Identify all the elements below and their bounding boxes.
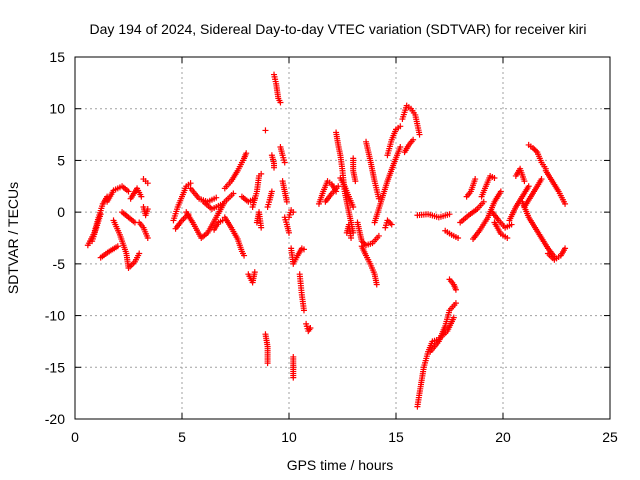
data-point <box>373 281 380 288</box>
x-tick-label: 0 <box>71 429 79 445</box>
data-point <box>504 235 511 241</box>
y-tick-label: -20 <box>45 411 65 427</box>
data-point <box>262 127 269 134</box>
data-point <box>307 324 314 331</box>
data-point <box>562 200 569 207</box>
data-point <box>452 300 459 307</box>
data-point <box>480 198 487 205</box>
data-point <box>472 176 479 183</box>
y-tick-label: 5 <box>57 152 65 168</box>
data-point <box>290 374 297 381</box>
data-point <box>144 206 151 213</box>
data-point <box>350 203 357 210</box>
data-point <box>397 143 404 150</box>
y-tick-label: -10 <box>45 308 65 324</box>
y-tick-label: 10 <box>49 101 65 117</box>
y-tick-label: -15 <box>45 359 65 375</box>
data-point <box>219 200 226 207</box>
data-point <box>375 195 382 202</box>
data-point <box>258 224 265 231</box>
data-point <box>335 183 342 190</box>
data-point <box>538 176 545 183</box>
y-axis: -20 -15 -10 -5 0 5 10 15 <box>45 49 610 427</box>
data-point <box>450 314 457 321</box>
data-point <box>251 269 258 276</box>
y-tick-label: 15 <box>49 49 65 65</box>
data-point <box>452 286 459 293</box>
data-point <box>187 180 194 187</box>
data-point <box>300 246 307 253</box>
data-point <box>531 146 538 153</box>
data-point <box>271 164 278 171</box>
data-point <box>300 307 307 314</box>
data-point <box>281 159 288 166</box>
data-point <box>144 235 151 241</box>
x-tick-label: 20 <box>495 429 511 445</box>
data-point <box>230 190 237 197</box>
data-point <box>416 131 423 138</box>
data-point <box>497 188 504 195</box>
data-point <box>125 188 132 195</box>
data-point <box>491 175 498 182</box>
data-point <box>521 178 528 185</box>
data-point <box>388 221 395 228</box>
data-point <box>243 150 250 157</box>
data-point <box>508 221 515 228</box>
data-point <box>525 183 532 190</box>
data-point <box>114 243 121 250</box>
data-point <box>138 193 145 200</box>
x-axis: 0 5 10 15 20 25 <box>71 57 618 445</box>
grid-lines <box>75 57 610 419</box>
y-tick-label: -5 <box>53 256 66 272</box>
data-point <box>258 170 265 177</box>
x-tick-label: 15 <box>388 429 404 445</box>
y-tick-label: 0 <box>57 204 65 220</box>
data-point <box>348 235 355 241</box>
x-tick-label: 10 <box>281 429 297 445</box>
data-point <box>213 194 220 201</box>
data-point <box>286 229 292 236</box>
data-point <box>397 123 404 130</box>
chart-title: Day 194 of 2024, Sidereal Day-to-day VTE… <box>90 21 587 37</box>
data-point <box>290 209 297 216</box>
data-point <box>97 211 104 218</box>
data-point <box>136 250 143 257</box>
data-point <box>264 360 271 367</box>
x-tick-label: 25 <box>602 429 618 445</box>
x-tick-label: 5 <box>178 429 186 445</box>
data-point <box>277 99 284 106</box>
data-point <box>410 136 417 143</box>
data-point <box>268 188 275 195</box>
y-axis-title: SDTVAR / TECUs <box>5 182 21 294</box>
data-point <box>352 178 359 185</box>
data-point <box>283 198 290 205</box>
data-point <box>446 211 453 218</box>
data-point <box>144 180 151 187</box>
plot-frame <box>74 56 611 420</box>
data-points <box>84 71 569 410</box>
x-axis-title: GPS time / hours <box>287 457 394 473</box>
data-point <box>375 232 382 239</box>
data-point <box>455 235 462 241</box>
data-point <box>562 245 569 252</box>
data-point <box>241 252 248 259</box>
